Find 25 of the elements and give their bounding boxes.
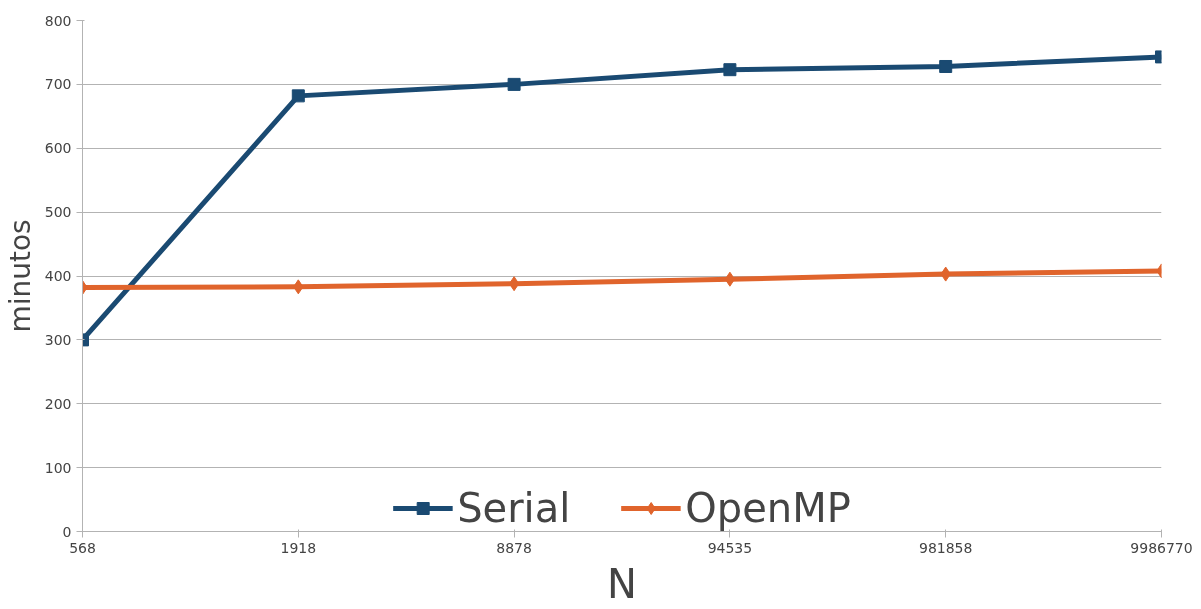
legend-label: Serial [457,485,571,531]
x-tick-label: 1918 [280,539,317,556]
y-axis-title: minutos [3,219,37,333]
point [723,63,737,77]
x-tick-label: 9986770 [1130,539,1193,556]
y-tick-label: 800 [44,12,72,29]
point [724,271,736,287]
y-tick-label: 600 [44,140,72,157]
y-tick-label: 500 [44,204,72,221]
y-tick-label: 400 [44,268,72,284]
y-tick-label: 300 [44,331,72,348]
x-axis-title: N [607,560,637,607]
x-tick-label: 981858 [918,539,973,556]
x-tick-label: 568 [69,539,96,556]
x-tick-label: 8878 [496,539,532,556]
point [507,77,521,91]
y-tick-label: 200 [44,395,72,412]
x-tick-label: 94535 [707,539,753,556]
y-tick-label: 100 [44,459,72,476]
y-tick-label: 700 [44,76,72,93]
point [291,89,305,103]
point [939,59,953,73]
legend-label: OpenMP [685,485,851,531]
y-tick-label: 0 [62,523,72,540]
point [508,276,520,292]
